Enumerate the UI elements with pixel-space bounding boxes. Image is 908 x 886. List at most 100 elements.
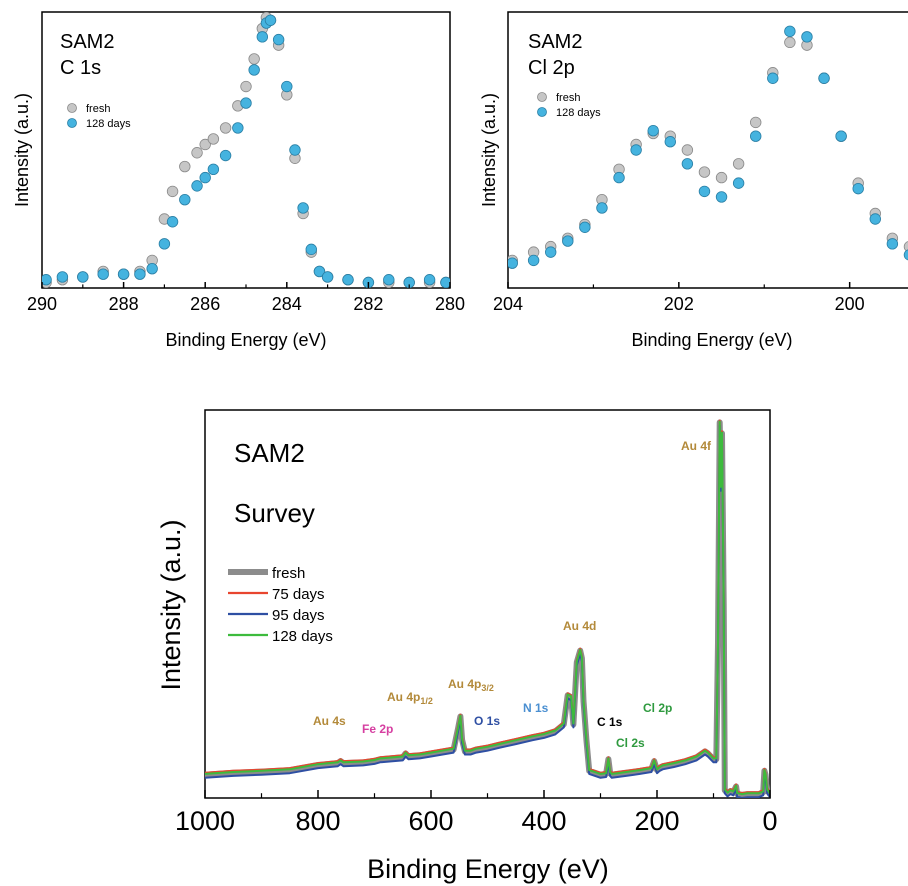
data-point [232, 122, 244, 134]
survey-panel: SAM2 Survey fresh 75 days 95 days 128 da… [156, 409, 778, 884]
data-point [903, 249, 908, 261]
x-tick-label: 284 [272, 294, 302, 314]
data-point [818, 72, 830, 84]
x-tick-label: 1000 [175, 806, 235, 836]
data-point [146, 262, 158, 275]
x-tick-label: 600 [408, 806, 453, 836]
data-point [191, 180, 203, 192]
data-point [117, 268, 130, 280]
x-axis-label: Binding Energy (eV) [165, 330, 326, 350]
legend-label-75-days: 75 days [272, 586, 325, 603]
data-point [77, 271, 89, 283]
legend-marker-fresh [67, 103, 77, 113]
data-point [272, 33, 285, 46]
legend-label-fresh: fresh [556, 92, 580, 104]
data-point [698, 185, 711, 198]
data-point [613, 171, 625, 184]
data-point [681, 144, 694, 156]
panel-subtitle: Survey [234, 498, 315, 528]
data-point [527, 254, 540, 267]
plot-frame [41, 11, 451, 289]
data-point [383, 274, 395, 286]
y-axis-label: Intensity (a.u.) [156, 519, 186, 690]
data-point [256, 31, 269, 43]
x-tick-label: 286 [190, 294, 220, 314]
x-tick-label: 400 [521, 806, 566, 836]
data-point [297, 202, 309, 214]
y-axis-label: Intensity (a.u.) [12, 93, 32, 207]
x-axis-label: Binding Energy (eV) [367, 854, 609, 884]
data-point [835, 130, 847, 142]
plot-frame [507, 11, 908, 289]
y-axis-label: Intensity (a.u.) [479, 93, 499, 207]
peak-label-au-4p1-2-subscript: 1/2 [420, 696, 433, 706]
panel-title: SAM2 [528, 31, 582, 53]
legend-label-128-days: 128 days [272, 628, 333, 645]
survey-tick-layer: 1000 800 600 400 200 0 [175, 790, 778, 836]
cl2p-series-layer [508, 25, 908, 269]
data-point [219, 122, 232, 134]
data-point [903, 241, 908, 253]
plot-frame [204, 409, 771, 799]
data-point [289, 144, 301, 156]
series-fresh [42, 12, 450, 288]
data-point [158, 238, 171, 250]
peak-label-n-1s: N 1s [523, 701, 549, 715]
data-point [423, 274, 436, 286]
data-point [207, 133, 220, 145]
data-point [219, 149, 232, 162]
data-point [248, 64, 260, 76]
x-tick-label: 200 [835, 294, 865, 314]
x-tick-label: 288 [109, 294, 139, 314]
data-point [166, 216, 179, 228]
peak-label-cl-2p: Cl 2p [643, 701, 672, 715]
data-point [264, 14, 277, 26]
peak-label-au-4p3-2: Au 4p3/2 [448, 677, 494, 693]
data-point [545, 246, 557, 258]
x-tick-label: 204 [493, 294, 523, 314]
data-point [248, 53, 260, 65]
data-point [750, 130, 762, 142]
data-point [852, 182, 864, 195]
series-line-95-days [205, 424, 770, 798]
panel-title: SAM2 [234, 438, 305, 468]
data-point [56, 271, 69, 283]
data-point [767, 72, 779, 84]
c1s-tick-layer: 290 288 286 284 282 280 [27, 282, 465, 314]
peak-label-c-1s: C 1s [597, 715, 623, 729]
data-point [596, 202, 608, 214]
data-point [179, 160, 191, 173]
c1s-series-layer [42, 12, 450, 288]
data-point [750, 116, 762, 129]
data-point [97, 268, 109, 280]
peak-label-au-4p1-2-main: Au 4p [387, 690, 420, 704]
data-point [732, 177, 745, 189]
cl2p-tick-layer: 204 202 200 [493, 282, 865, 314]
data-point [179, 193, 191, 206]
c1s-panel: SAM2 C 1s fresh 128 days Binding Energy … [12, 11, 465, 350]
series-128-days [508, 25, 908, 269]
data-point [240, 80, 252, 93]
panel-subtitle: Cl 2p [528, 57, 575, 79]
legend-label-95-days: 95 days [272, 607, 325, 624]
x-tick-label: 0 [762, 806, 777, 836]
data-point [681, 158, 694, 170]
data-point [199, 171, 211, 184]
data-point [134, 268, 146, 280]
data-point [313, 265, 326, 278]
legend-label-fresh: fresh [86, 103, 110, 115]
peak-label-au-4p1-2: Au 4p1/2 [387, 690, 433, 706]
data-point [630, 144, 642, 156]
x-tick-label: 202 [664, 294, 694, 314]
legend-marker-fresh [537, 92, 547, 102]
data-point [715, 171, 728, 184]
peak-label-cl-2s: Cl 2s [616, 736, 645, 750]
peak-label-au-4s: Au 4s [313, 714, 346, 728]
data-point [199, 138, 211, 151]
legend-label-fresh: fresh [272, 565, 305, 582]
data-point [698, 166, 711, 178]
data-point [508, 257, 518, 269]
peak-label-fe-2p: Fe 2p [362, 722, 393, 736]
data-point [207, 163, 220, 176]
peak-label-au-4f: Au 4f [681, 439, 712, 453]
